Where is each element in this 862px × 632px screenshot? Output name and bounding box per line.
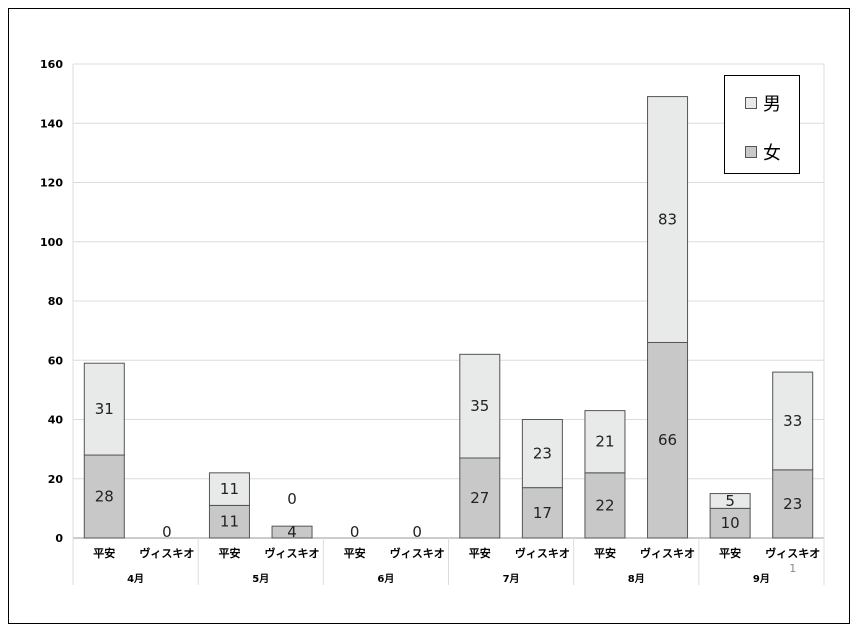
x-group-label: 8月 [628, 573, 645, 585]
x-group-label: 4月 [127, 573, 144, 585]
data-label-male: 35 [470, 397, 489, 415]
x-tick-label: 平安 [469, 546, 491, 560]
data-label-male: 23 [533, 445, 552, 463]
y-tick-label: 160 [40, 58, 63, 71]
bar-male [647, 96, 689, 343]
y-tick-label: 120 [40, 177, 63, 190]
data-label-female: 23 [783, 495, 802, 513]
legend: 男 女 [724, 75, 800, 174]
gridlines [72, 63, 825, 539]
data-label-female: 0 [412, 523, 422, 541]
x-axis: 平安 ヴィスキオ 平安 ヴィスキオ 平安 ヴィスキオ 平安 ヴィスキオ 平安 ヴィスキオ 平安 ヴィス… [72, 538, 825, 585]
data-label-female: 17 [533, 504, 552, 522]
x-tick-label: ヴィスキオ [765, 546, 820, 560]
bar-female [772, 469, 814, 539]
x-tick-label: ヴィスキオ [265, 546, 320, 560]
data-label-male: 21 [595, 433, 614, 451]
data-label-female: 0 [350, 523, 360, 541]
bars [83, 96, 814, 539]
data-label-female: 4 [287, 523, 297, 541]
bar-male [584, 410, 626, 474]
y-tick-label: 140 [40, 117, 63, 130]
data-label-male: 5 [725, 492, 735, 510]
legend-swatch-female [745, 146, 757, 158]
legend-item-female: 女 [745, 139, 781, 165]
y-tick-label: 100 [40, 236, 63, 249]
bar-male [459, 353, 501, 459]
x-tick-label: ヴィスキオ [139, 546, 194, 560]
x-group-label: 6月 [377, 573, 394, 585]
y-axis: 0 20 40 60 80 100 120 140 160 [40, 58, 63, 545]
legend-label-male: 男 [763, 94, 781, 115]
chart-frame [8, 8, 850, 624]
data-label-male: 11 [220, 480, 239, 498]
x-tick-label: 平安 [719, 546, 741, 560]
data-labels: 28 31 0 11 11 4 0 0 0 27 35 17 23 22 21 66 83 10 5 23 33 [95, 211, 803, 542]
legend-item-male: 男 [745, 90, 781, 116]
x-tick-label: 平安 [344, 546, 366, 560]
data-label-male: 33 [783, 412, 802, 430]
data-label-male: 31 [95, 400, 114, 418]
x-tick-label: ヴィスキオ [515, 546, 570, 560]
data-label-female: 0 [162, 523, 172, 541]
bar-female [208, 504, 250, 539]
data-label-male: 0 [287, 490, 297, 508]
x-tick-label: 平安 [93, 546, 115, 560]
y-tick-label: 60 [48, 354, 64, 367]
bar-male [772, 371, 814, 471]
data-label-female: 22 [595, 496, 614, 514]
x-tick-label: ヴィスキオ [640, 546, 695, 560]
bar-male [709, 493, 751, 509]
x-group-label: 7月 [503, 573, 520, 585]
x-tick-label: 平安 [594, 546, 616, 560]
bar-male [83, 362, 125, 456]
y-tick-label: 80 [48, 295, 64, 308]
extra-annotation: 1 [789, 562, 796, 575]
bar-female [83, 454, 125, 539]
data-label-female: 10 [721, 514, 740, 532]
y-tick-label: 20 [48, 473, 64, 486]
bar-male [521, 419, 563, 489]
bar-female [584, 472, 626, 539]
data-label-female: 66 [658, 431, 677, 449]
x-tick-label: 平安 [218, 546, 240, 560]
x-tick-label: ヴィスキオ [390, 546, 445, 560]
y-tick-label: 40 [48, 414, 64, 427]
bar-female [459, 457, 501, 539]
data-label-female: 11 [220, 513, 239, 531]
x-group-label: 5月 [252, 573, 269, 585]
data-label-female: 27 [470, 489, 489, 507]
legend-swatch-male [745, 97, 757, 109]
data-label-male: 83 [658, 211, 677, 229]
data-label-female: 28 [95, 488, 114, 506]
bar-female [271, 525, 313, 539]
x-group-label: 9月 [753, 573, 770, 585]
bar-male [208, 472, 250, 506]
legend-label-female: 女 [763, 143, 781, 164]
y-tick-label: 0 [55, 532, 63, 545]
bar-female [647, 341, 689, 539]
